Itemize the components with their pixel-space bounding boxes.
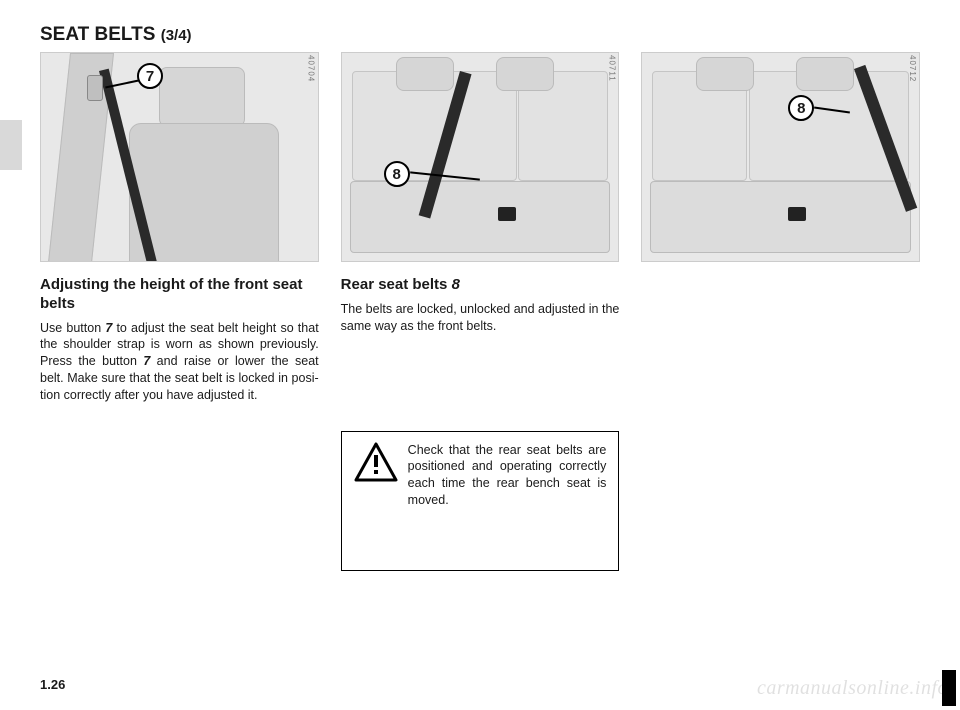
manual-page: SEAT BELTS (3/4) 40704 7 Adjusting the h… [0,0,960,710]
callout-7-label: 7 [146,68,154,85]
page-title: SEAT BELTS (3/4) [40,24,920,46]
col1-body-a: Use button [40,321,105,335]
col2-heading-it: 8 [452,276,460,293]
column-1: 40704 7 Adjusting the height of the fron… [40,52,319,571]
col1-body: Use button 7 to adjust the seat belt hei… [40,320,319,404]
watermark: carmanualsonline.info [757,677,948,700]
callout-8-left: 8 [384,161,410,187]
figure-front-belt-height: 40704 7 [40,52,319,262]
warning-content: Check that the rear seat belts are posit… [354,442,607,510]
callout-8-right-label: 8 [797,100,805,117]
column-3: 40712 8 [641,52,920,571]
callout-7: 7 [137,63,163,89]
belt-height-button [87,75,103,101]
title-main: SEAT BELTS [40,24,155,45]
rear-buckle-right [788,207,806,221]
figure-rear-belt-right: 40712 8 [641,52,920,262]
page-number: 1.26 [40,677,65,692]
front-headrest [159,67,245,127]
col1-heading: Adjusting the height of the front seat b… [40,276,319,314]
trim-mark [942,670,956,706]
column-2: 40711 8 Rear seat belts 8 The belts are … [341,52,620,571]
rear-bench-seat [650,181,911,253]
rear-buckle-left [498,207,516,221]
rear-headrest-1 [396,57,454,91]
col2-heading: Rear seat belts 8 [341,276,620,295]
rear-headrest-2 [496,57,554,91]
warning-box: Check that the rear seat belts are posit… [341,431,620,571]
col2-body: The belts are locked, unlocked and adjus… [341,301,620,335]
warning-triangle-icon [354,442,398,482]
section-tab [0,120,22,170]
figure-rear-belt-left: 40711 8 [341,52,620,262]
image-number: 40712 [908,55,917,82]
callout-8-left-label: 8 [393,166,401,183]
rear-headrest-1 [696,57,754,91]
col2-heading-a: Rear seat belts [341,276,452,293]
content-columns: 40704 7 Adjusting the height of the fron… [40,52,920,571]
rear-bench-seat [350,181,611,253]
image-number: 40711 [607,55,616,82]
rear-headrest-2 [796,57,854,91]
title-sub: (3/4) [161,27,192,44]
warning-text: Check that the rear seat belts are posit… [408,442,607,510]
image-number: 40704 [307,55,316,82]
